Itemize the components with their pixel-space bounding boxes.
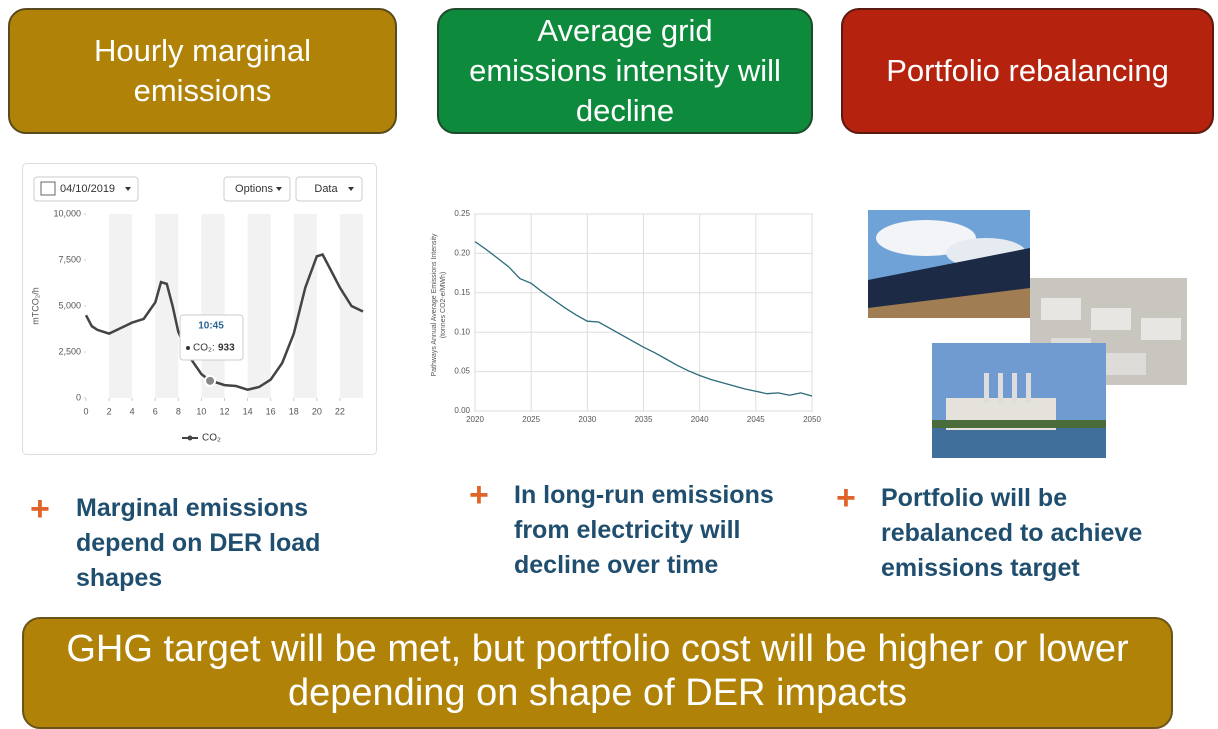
plot-band [109,214,133,398]
marginal-emissions-chart: 0 2,500 5,000 7,500 10,000 0 2 4 6 8 10 12 14 16 18 20 2… [22,163,377,455]
dropdown-caret [125,187,131,191]
y-tick-label: 5,000 [58,300,81,310]
dropdown-caret [276,187,282,191]
bullet-text: Portfolio will be rebalanced to achieve … [881,484,1143,582]
plot-band [293,214,317,398]
header-box: Hourly marginal emissions [8,8,397,134]
tooltip-point [204,374,217,387]
y-tick-label: 0 [76,392,81,402]
x-tick-label: 4 [130,406,135,416]
calendar-icon [40,181,56,196]
date-label: 04/10/2019 [60,183,115,195]
x-tick-label: 2045 [747,415,765,424]
plot-band [247,214,271,398]
tooltip-box [179,314,244,361]
bullet-marker: + [30,490,50,528]
y-tick-label: 0.10 [454,327,470,336]
bullet-text: In long-run emissions from electricity w… [514,481,774,579]
bullet-marker: + [836,479,856,517]
plot-band [155,214,179,398]
data-line [474,241,813,397]
x-tick-label: 18 [289,406,299,416]
bullet-marker: + [469,476,489,514]
menu-button-label: Options [235,183,273,195]
y-axis-label: Pathways Annual Average Emissions Intens… [431,233,438,377]
x-tick-label: 2050 [803,415,821,424]
tooltip-dot [186,346,190,350]
x-tick-label: 2025 [522,415,540,424]
header-box: Average grid emissions intensity will de… [437,8,813,134]
x-tick-label: 10 [196,406,206,416]
x-tick-label: 20 [312,406,322,416]
x-tick-label: 14 [243,406,253,416]
solar-photo [868,210,1030,318]
menu-button [295,176,363,202]
x-tick-label: 12 [219,406,229,416]
emissions-intensity-chart: 0.00 0.05 0.10 0.15 0.20 0.25 2020 2025 2030 2035… [431,209,822,424]
dropdown-caret [348,187,354,191]
menu-button-label: Data [314,183,338,195]
y-tick-label: 0.05 [454,367,470,376]
y-tick-label: 0.15 [454,288,470,297]
x-tick-label: 2020 [466,415,484,424]
plot-band [201,214,225,398]
tooltip-value: 933 [218,343,235,354]
x-tick-label: 2040 [691,415,709,424]
x-tick-label: 6 [153,406,158,416]
x-tick-label: 2030 [578,415,596,424]
x-tick-label: 0 [83,406,88,416]
tooltip-time: 10:45 [198,321,224,332]
y-tick-label: 0.00 [454,406,470,415]
y-axis-label: (tonnes CO2-e/MWh) [440,272,447,339]
legend-label: CO₂ [202,433,221,444]
y-tick-label: 10,000 [53,208,81,218]
x-tick-label: 22 [335,406,345,416]
bullet-text: Marginal emissions depend on DER load sh… [76,494,321,592]
y-tick-label: 0.20 [454,249,470,258]
y-tick-label: 2,500 [58,346,81,356]
power-plant-photo [932,343,1106,458]
x-tick-label: 8 [176,406,181,416]
legend-dot [187,435,193,441]
x-tick-label: 2 [107,406,112,416]
y-axis-label: mTCO₂/h [30,287,40,325]
header-box: Portfolio rebalancing [841,8,1214,134]
x-tick-label: 16 [266,406,276,416]
date-button [33,176,139,202]
y-tick-label: 0.25 [454,209,470,218]
menu-button [223,176,291,202]
tooltip-label: CO₂: [193,343,215,354]
y-tick-label: 7,500 [58,254,81,264]
x-tick-label: 2035 [635,415,653,424]
conclusion-banner: GHG target will be met, but portfolio co… [22,617,1173,729]
photo-collage [868,210,1187,458]
